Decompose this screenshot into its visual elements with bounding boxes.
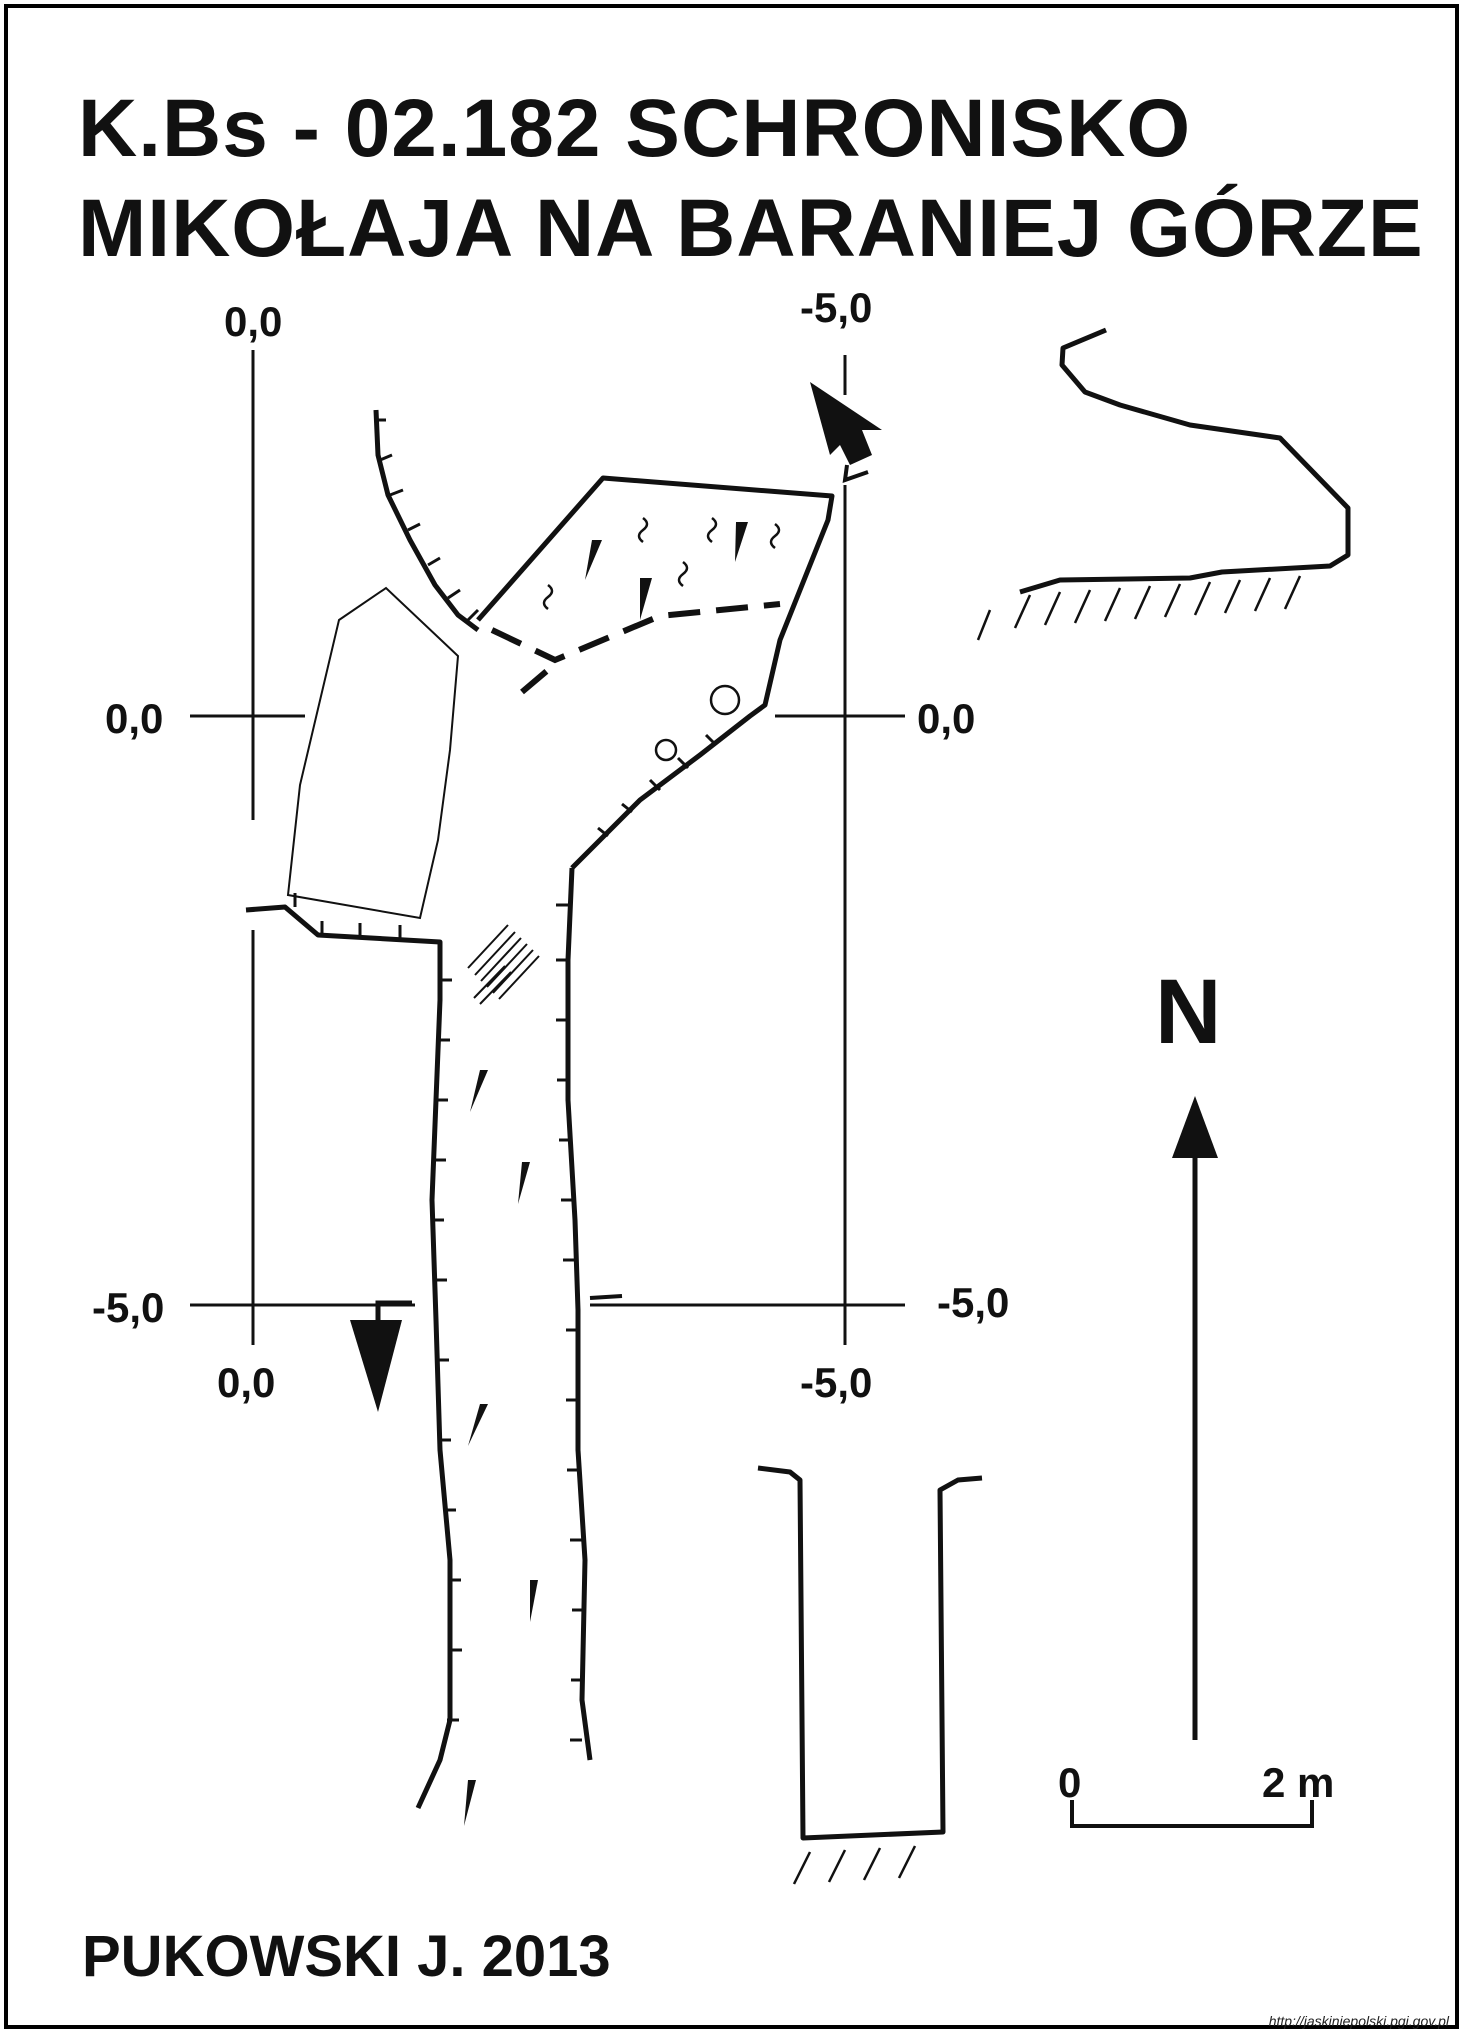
floor-hatching [976, 575, 1302, 641]
dashed-boundary [490, 601, 781, 695]
author-credit: PUKOWSKI J. 2013 [82, 1924, 611, 1989]
cave-plan-outline [245, 409, 835, 1810]
stalagmite-icon [654, 684, 741, 762]
coord-label-top-left: 0,0 [224, 298, 282, 345]
clay-symbol-icon [542, 517, 781, 610]
floor-hatching [792, 1845, 917, 1885]
cross-section-lower [757, 1465, 983, 1841]
map-title-line-2: MIKOŁAJA NA BARANIEJ GÓRZE [78, 183, 1424, 274]
scale-label-end: 2 m [1262, 1759, 1334, 1806]
wall-ticks [293, 418, 718, 1742]
coord-label-low-left: -5,0 [92, 1284, 164, 1331]
coord-label-mid-left: 0,0 [105, 695, 163, 742]
scale-label-start: 0 [1058, 1759, 1081, 1806]
coord-label-bottom-right: -5,0 [800, 1359, 872, 1406]
scale-bar [1070, 1800, 1314, 1828]
rock-block-outline [286, 586, 460, 920]
cross-section-upper [1019, 327, 1351, 595]
coord-label-low-right: -5,0 [937, 1279, 1009, 1326]
step-marker [589, 1294, 623, 1300]
section-arrow-icon [350, 1300, 412, 1412]
source-url[interactable]: http://jaskiniepolski.pgi.gov.pl [1268, 2013, 1449, 2029]
coordinate-grid [190, 350, 905, 1345]
map-frame [4, 4, 1459, 2029]
coord-label-top-right: -5,0 [800, 284, 872, 331]
map-title-line-1: K.Bs - 02.182 SCHRONISKO [78, 83, 1192, 174]
coord-label-mid-right: 0,0 [917, 695, 975, 742]
north-label: N [1155, 961, 1221, 1063]
rock-debris-icon [464, 522, 748, 1826]
section-arrow-icon [810, 382, 882, 483]
north-arrow-icon [1172, 1096, 1218, 1740]
hatched-block [467, 924, 540, 1005]
coord-label-bottom-left: 0,0 [217, 1359, 275, 1406]
